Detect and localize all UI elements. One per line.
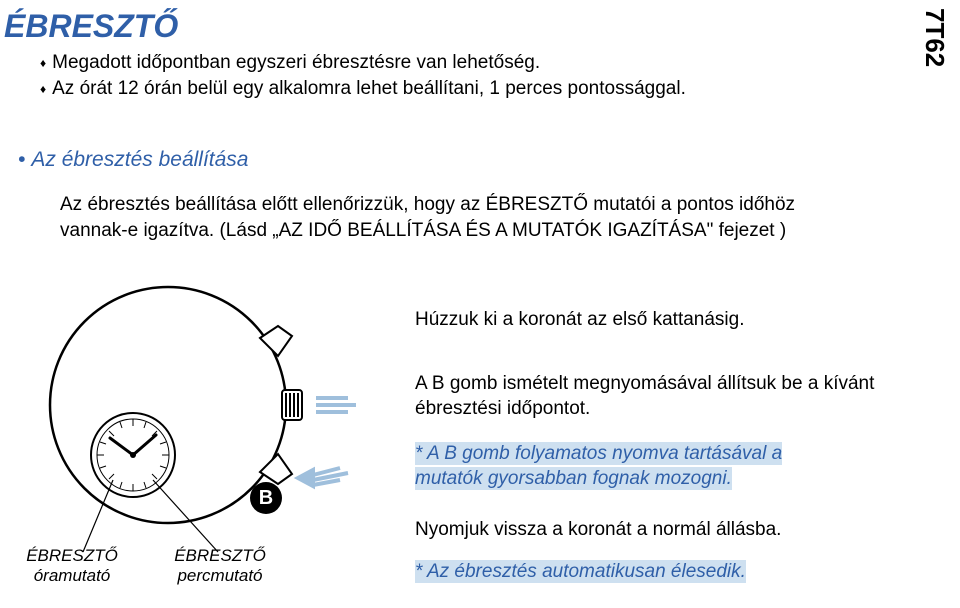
page-title: ÉBRESZTŐ (4, 8, 178, 45)
button-b-badge: B (250, 482, 282, 514)
section-paragraph: Az ébresztés beállítása előtt ellenőrizz… (60, 192, 840, 243)
instruction-3: Nyomjuk vissza a koronát a normál állásb… (415, 518, 920, 543)
watch-diagram (38, 280, 378, 580)
instruction-1: Húzzuk ki a koronát az első kattanásig. (415, 308, 920, 333)
label-minute-hand: ÉBRESZTŐ percmutató (160, 546, 280, 585)
bullet-1: Megadott időpontban egyszeri ébresztésre… (52, 52, 540, 73)
note-2: * Az ébresztés automatikusan élesedik. (415, 560, 920, 585)
note-1: * A B gomb folyamatos nyomva tartásával … (415, 442, 920, 491)
label-hour-hand: ÉBRESZTŐ óramutató (12, 546, 132, 585)
instruction-2: A B gomb ismételt megnyomásával állítsuk… (415, 372, 920, 421)
bullet-list: ♦Megadott időpontban egyszeri ébresztésr… (40, 52, 686, 104)
bullet-2: Az órát 12 órán belül egy alkalomra lehe… (52, 78, 686, 99)
section-heading: •Az ébresztés beállítása (18, 148, 248, 172)
page-code: 7T62 (919, 8, 950, 67)
